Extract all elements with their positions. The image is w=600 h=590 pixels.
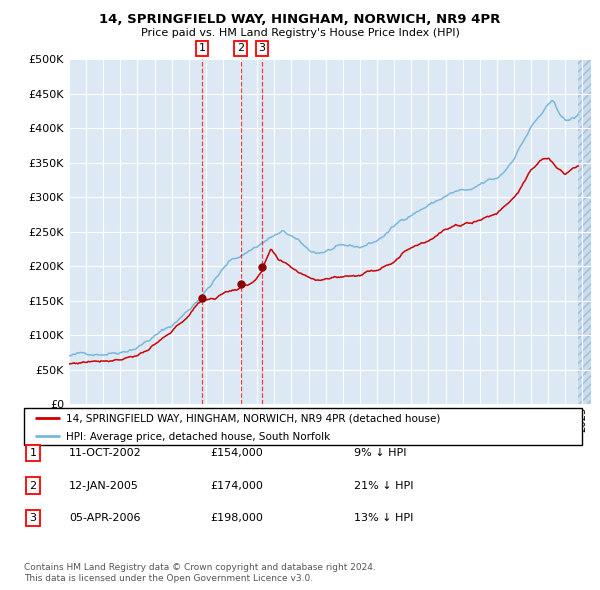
Text: 2: 2 (237, 44, 244, 54)
Text: 1: 1 (29, 448, 37, 458)
Text: 12-JAN-2005: 12-JAN-2005 (69, 481, 139, 490)
Text: Contains HM Land Registry data © Crown copyright and database right 2024.: Contains HM Land Registry data © Crown c… (24, 563, 376, 572)
Text: 3: 3 (29, 513, 37, 523)
Text: 3: 3 (259, 44, 265, 54)
Text: HPI: Average price, detached house, South Norfolk: HPI: Average price, detached house, Sout… (66, 432, 330, 442)
Text: £198,000: £198,000 (210, 513, 263, 523)
Text: 14, SPRINGFIELD WAY, HINGHAM, NORWICH, NR9 4PR: 14, SPRINGFIELD WAY, HINGHAM, NORWICH, N… (100, 13, 500, 26)
Bar (578, 59, 591, 404)
Text: £154,000: £154,000 (210, 448, 263, 458)
Text: 1: 1 (199, 44, 206, 54)
Text: £174,000: £174,000 (210, 481, 263, 490)
Text: 21% ↓ HPI: 21% ↓ HPI (354, 481, 413, 490)
Text: 14, SPRINGFIELD WAY, HINGHAM, NORWICH, NR9 4PR (detached house): 14, SPRINGFIELD WAY, HINGHAM, NORWICH, N… (66, 414, 440, 423)
Text: 2: 2 (29, 481, 37, 490)
Text: Price paid vs. HM Land Registry's House Price Index (HPI): Price paid vs. HM Land Registry's House … (140, 28, 460, 38)
Text: This data is licensed under the Open Government Licence v3.0.: This data is licensed under the Open Gov… (24, 574, 313, 583)
Bar (578, 59, 591, 404)
FancyBboxPatch shape (24, 408, 582, 445)
Text: 11-OCT-2002: 11-OCT-2002 (69, 448, 142, 458)
Text: 9% ↓ HPI: 9% ↓ HPI (354, 448, 407, 458)
Text: 05-APR-2006: 05-APR-2006 (69, 513, 140, 523)
Text: 13% ↓ HPI: 13% ↓ HPI (354, 513, 413, 523)
